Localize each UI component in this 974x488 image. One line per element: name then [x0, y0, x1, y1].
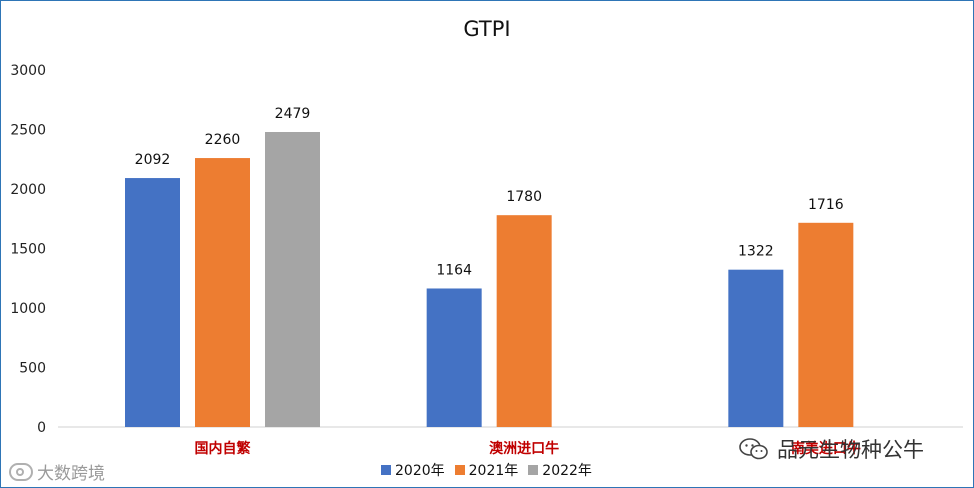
- legend-label: 2022年: [542, 463, 592, 479]
- y-tick-label: 2500: [10, 123, 46, 139]
- legend: 2020年 2021年 2022年: [381, 460, 592, 480]
- legend-swatch: [528, 465, 539, 475]
- logo-icon: [9, 462, 33, 481]
- data-label: 2479: [275, 106, 311, 122]
- data-labels-group: 2092 2260 2479 1164 1780 1322 1716: [135, 106, 844, 278]
- bar: [496, 215, 552, 427]
- chart-title: GTPI: [463, 17, 511, 41]
- watermark-right-text: 品元生物种公牛: [777, 438, 924, 462]
- wechat-icon: [739, 438, 768, 460]
- y-tick-label: 2000: [10, 182, 46, 198]
- bar: [426, 288, 482, 427]
- x-category-label: 国内自繁: [195, 440, 252, 457]
- data-label: 1780: [506, 189, 542, 205]
- data-label: 2092: [135, 152, 171, 168]
- x-category-label: 澳洲进口牛: [489, 440, 559, 457]
- legend-label: 2021年: [468, 463, 519, 479]
- watermark-left-text: 大数跨境: [37, 464, 105, 484]
- bar: [265, 131, 320, 427]
- y-tick-label: 3000: [10, 63, 46, 79]
- data-label: 2260: [205, 132, 241, 148]
- bar: [195, 158, 250, 427]
- y-tick-label: 1000: [10, 301, 46, 317]
- bars-group: [125, 131, 854, 427]
- y-axis: 0 500 1000 1500 2000 2500 3000: [10, 63, 46, 436]
- watermark-right: 品元生物种公牛: [739, 434, 924, 464]
- watermark-left: 大数跨境: [9, 459, 105, 484]
- y-tick-label: 0: [37, 420, 46, 436]
- legend-swatch: [381, 465, 391, 475]
- data-label: 1164: [436, 262, 472, 278]
- x-category-label: 南美进口牛: [791, 440, 861, 457]
- data-label: 1716: [808, 197, 844, 213]
- legend-swatch: [454, 465, 465, 475]
- data-label: 1322: [738, 244, 774, 260]
- bar: [125, 178, 180, 427]
- legend-item: 2021年: [454, 460, 519, 480]
- y-tick-label: 1500: [10, 242, 46, 258]
- x-axis-labels: 国内自繁 澳洲进口牛 南美进口牛: [195, 440, 861, 457]
- legend-item: 2022年: [528, 460, 592, 480]
- legend-label: 2020年: [395, 463, 445, 479]
- y-tick-label: 500: [19, 361, 46, 377]
- bar: [798, 222, 854, 427]
- bar: [728, 269, 784, 427]
- legend-item: 2020年: [381, 460, 445, 480]
